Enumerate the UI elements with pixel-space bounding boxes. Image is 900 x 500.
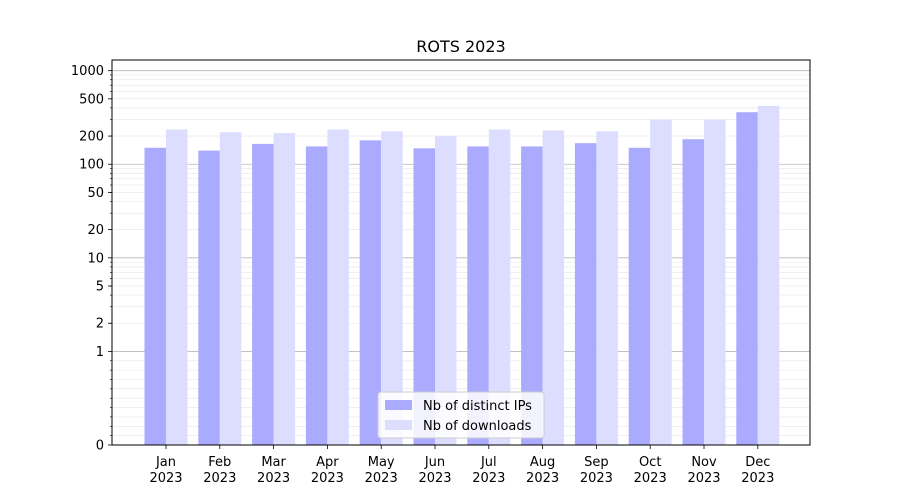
bar-distinct-ips xyxy=(413,148,435,446)
bar-downloads xyxy=(757,105,780,445)
y-tick-label: 10 xyxy=(87,251,104,266)
bar-distinct-ips xyxy=(628,147,651,445)
legend-swatch xyxy=(385,420,412,430)
y-tick-label: 0 xyxy=(96,439,104,454)
x-tick-label-month: Mar xyxy=(261,455,286,470)
bars xyxy=(144,105,780,446)
bar-downloads xyxy=(596,131,618,445)
bar-distinct-ips xyxy=(359,140,382,445)
x-tick-label-year: 2023 xyxy=(311,471,344,486)
x-tick-label-month: Jul xyxy=(480,455,497,470)
x-tick-label-year: 2023 xyxy=(203,471,236,486)
x-tick-label-year: 2023 xyxy=(257,471,290,486)
x-tick-label-month: Apr xyxy=(316,455,339,470)
bar-distinct-ips xyxy=(144,147,166,445)
x-tick-label-year: 2023 xyxy=(741,471,774,486)
x-tick-label-year: 2023 xyxy=(634,471,667,486)
bar-downloads xyxy=(219,132,242,445)
x-tick-label-month: Jan xyxy=(155,455,176,470)
bar-distinct-ips xyxy=(305,146,328,446)
y-tick-label: 200 xyxy=(79,130,104,145)
y-tick-label: 5 xyxy=(96,280,104,295)
legend-box xyxy=(377,391,545,439)
x-axis: Jan2023Feb2023Mar2023Apr2023May2023Jun20… xyxy=(149,445,774,486)
bar-distinct-ips xyxy=(198,150,220,445)
x-tick-label-month: May xyxy=(368,455,395,470)
bar-distinct-ips xyxy=(467,146,489,446)
legend-label: Nb of distinct IPs xyxy=(423,399,532,414)
x-tick-label-month: Dec xyxy=(745,455,770,470)
x-tick-label-month: Aug xyxy=(530,455,555,470)
x-tick-label-month: Sep xyxy=(584,455,609,470)
plot-frame xyxy=(111,59,811,446)
x-tick-label-month: Jun xyxy=(424,455,445,470)
y-tick-label: 500 xyxy=(79,92,104,107)
bar-downloads xyxy=(381,131,403,445)
bar-downloads xyxy=(435,136,457,446)
x-tick-label-month: Nov xyxy=(691,455,717,470)
y-tick-label: 20 xyxy=(87,223,104,238)
bar-distinct-ips xyxy=(736,112,758,445)
y-axis: 0 1 2 5 10 20 50 100 200 500 1000 xyxy=(71,64,112,454)
bar-distinct-ips xyxy=(682,139,704,445)
bar-distinct-ips xyxy=(521,146,543,446)
x-tick-label-year: 2023 xyxy=(526,471,559,486)
bar-downloads xyxy=(650,119,672,446)
bar-downloads xyxy=(542,130,565,446)
chart-title: ROTS 2023 xyxy=(416,37,505,56)
y-tick-label: 1 xyxy=(96,345,104,360)
y-tick-label: 50 xyxy=(87,186,104,201)
legend-swatch xyxy=(385,400,412,410)
bar-downloads xyxy=(704,119,726,446)
bar-downloads xyxy=(327,129,349,445)
x-tick-label-year: 2023 xyxy=(687,471,720,486)
bar-downloads xyxy=(488,129,511,445)
y-tick-label: 100 xyxy=(79,158,104,173)
x-tick-label-year: 2023 xyxy=(580,471,613,486)
bar-distinct-ips xyxy=(252,143,274,445)
x-tick-label-month: Oct xyxy=(639,455,661,470)
legend-label: Nb of downloads xyxy=(423,419,532,434)
x-tick-label-year: 2023 xyxy=(365,471,398,486)
bar-downloads xyxy=(166,129,188,445)
x-tick-label-year: 2023 xyxy=(418,471,451,486)
bar-distinct-ips xyxy=(574,143,597,445)
y-tick-label: 2 xyxy=(96,317,104,332)
x-tick-label-month: Feb xyxy=(208,455,231,470)
y-tick-label: 1000 xyxy=(71,64,104,79)
bar-downloads xyxy=(273,133,296,446)
legend: Nb of distinct IPs Nb of downloads xyxy=(377,391,545,439)
x-tick-label-year: 2023 xyxy=(472,471,505,486)
x-tick-label-year: 2023 xyxy=(149,471,182,486)
